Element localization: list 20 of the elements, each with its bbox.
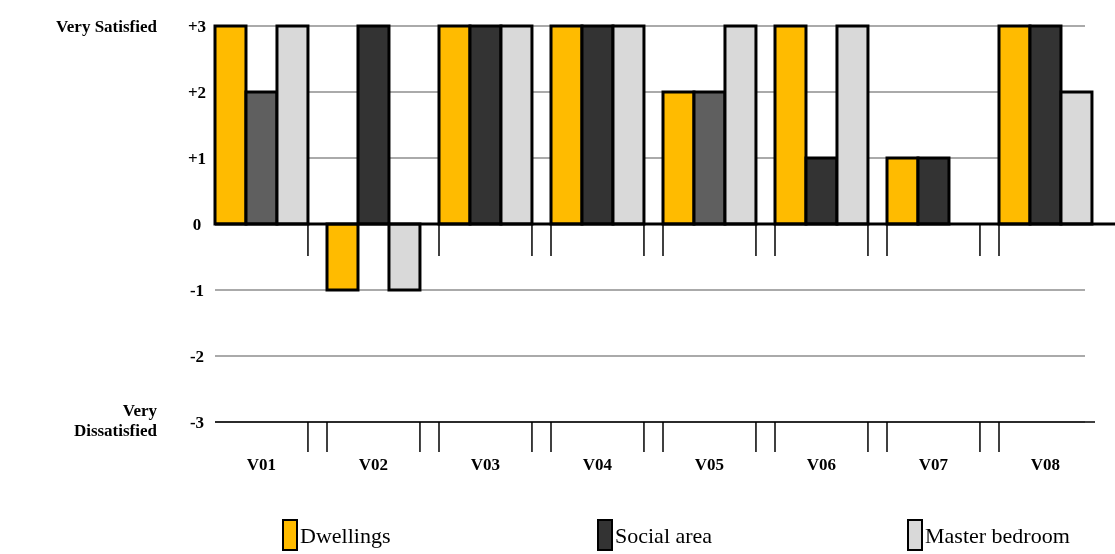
y-tick-label: +1 (187, 148, 207, 168)
x-tick-label: V04 (582, 455, 613, 474)
x-tick-label: V02 (358, 455, 389, 474)
text: Very Satisfied (56, 17, 158, 36)
legend-label: Dwellings (300, 523, 391, 548)
x-tick-label: V03 (470, 455, 501, 474)
x-tick-label: V01 (246, 455, 277, 474)
y-tick-label: -2 (189, 346, 205, 366)
x-tick-label: V07 (918, 455, 949, 474)
y-tick-label: -3 (189, 412, 205, 432)
legend-label: Social area (615, 523, 713, 548)
y-tick-label: +3 (187, 16, 207, 36)
y-tick-label: -1 (189, 280, 205, 300)
y-tick-label: +2 (187, 82, 207, 102)
legend-label: Master bedroom (925, 523, 1070, 548)
x-tick-label: V08 (1030, 455, 1061, 474)
text: Very Dissatisfied (73, 401, 158, 440)
y-tick-label: 0 (192, 214, 202, 234)
x-tick-label: V06 (806, 455, 837, 474)
x-tick-label: V05 (694, 455, 725, 474)
